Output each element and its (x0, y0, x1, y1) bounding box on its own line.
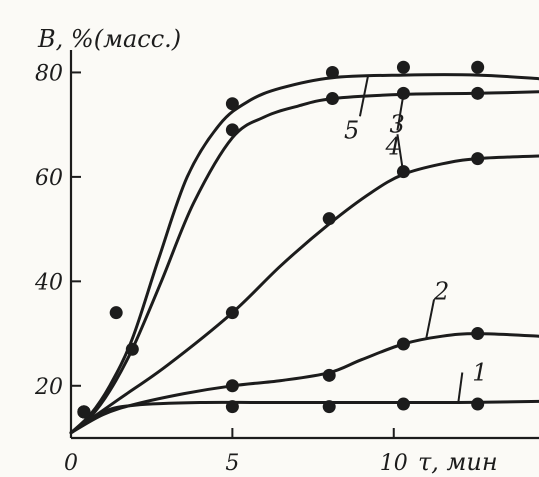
series-1-label: 1 (472, 358, 487, 386)
series-3-point-3 (322, 212, 336, 226)
data-points (77, 60, 485, 419)
series-2-leader (425, 299, 436, 340)
y-tick-label-60: 60 (35, 166, 63, 191)
series-3-leader (396, 134, 405, 175)
x-tick-label-10: 10 (380, 451, 408, 476)
series-1-point-4 (396, 397, 410, 411)
series-1-point-2 (225, 400, 239, 414)
series-2-point-5 (471, 327, 485, 341)
series-3-label: 3 (389, 110, 404, 138)
series-2-point-4 (396, 337, 410, 351)
y-tick-label-20: 20 (34, 375, 63, 400)
series-1-point-5 (471, 397, 485, 411)
series-4-point-2 (125, 342, 139, 356)
series-1-line (69, 399, 539, 435)
series-3-line (69, 154, 539, 435)
x-axis-title: τ, мин (418, 448, 498, 476)
series-5-line (69, 73, 539, 435)
x-tick-label-5: 5 (225, 451, 239, 476)
series-5-point-2 (225, 97, 239, 111)
x-tick-label-0: 0 (64, 451, 78, 476)
series-4-line (69, 90, 539, 435)
y-tick-label-80: 80 (35, 61, 63, 86)
y-axis-title: B, %(масс.) (37, 25, 181, 53)
series-2-point-2 (225, 379, 239, 393)
axes (69, 50, 539, 440)
tick-marks: 20 40 60 80 0 5 10 (34, 61, 408, 476)
series-5-point-3 (325, 65, 339, 79)
series-3-point-5 (471, 152, 485, 166)
series-4-point-3 (225, 123, 239, 137)
series-4-point-1 (77, 405, 91, 419)
series-1-point-3 (322, 400, 336, 414)
series-2-label: 2 (433, 277, 449, 305)
series-5-point-5 (471, 60, 485, 74)
series-5-point-1 (109, 306, 123, 320)
series-2-point-3 (322, 368, 336, 382)
curve-labels: 1 2 345 (344, 76, 488, 403)
series-4-label: 4 (384, 132, 400, 160)
series-2-line (69, 332, 539, 435)
series-curves (69, 73, 539, 435)
series-4-point-6 (471, 86, 485, 100)
series-4-point-5 (396, 86, 410, 100)
series-5-leader (358, 76, 369, 117)
series-1-leader (457, 372, 464, 403)
series-5-label: 5 (344, 116, 359, 144)
series-5-point-4 (396, 60, 410, 74)
series-4-leader (396, 94, 405, 131)
series-3-point-2 (225, 306, 239, 320)
series-4-point-4 (325, 92, 339, 106)
y-tick-label-40: 40 (34, 270, 63, 295)
